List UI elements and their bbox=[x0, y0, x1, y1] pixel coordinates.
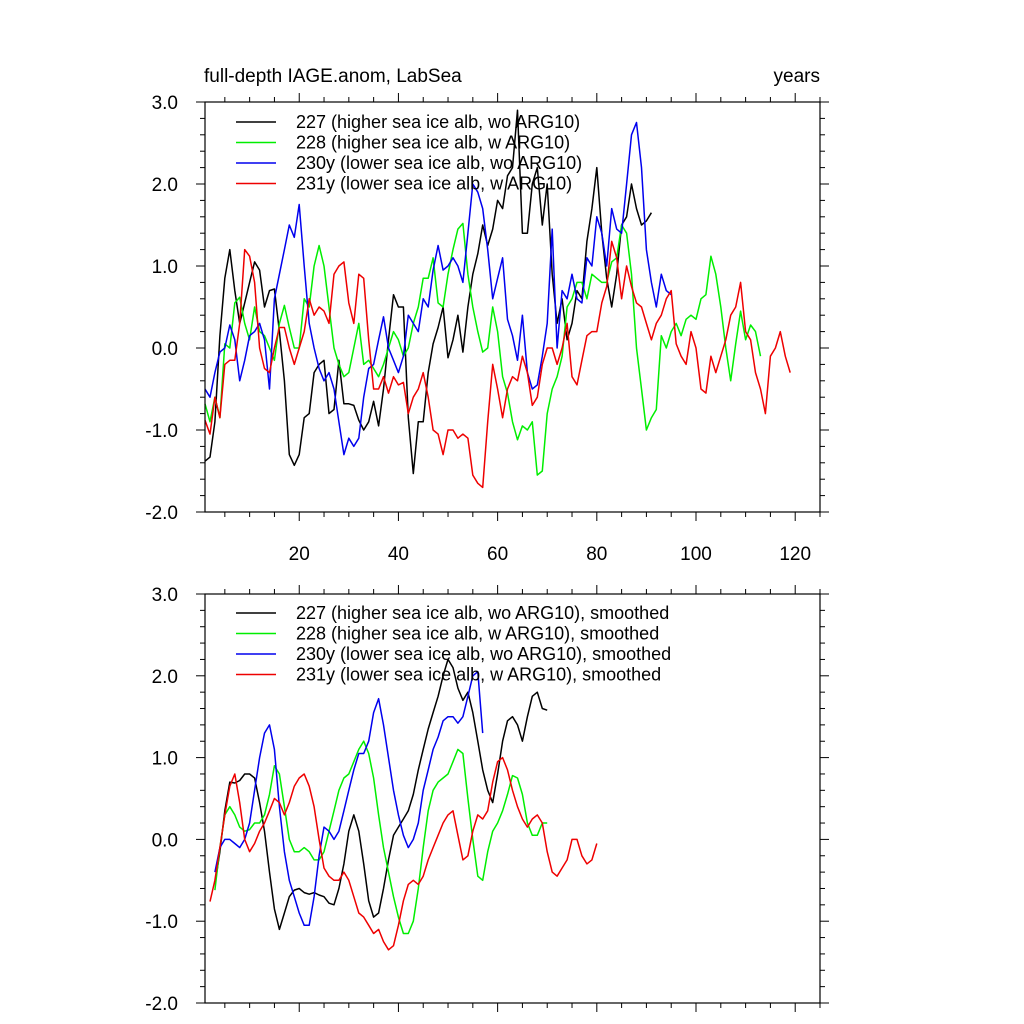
x-tick-label: 20 bbox=[289, 544, 310, 565]
chart-title-right: years bbox=[774, 66, 820, 87]
y-tick-label: 2.0 bbox=[152, 667, 178, 688]
chart-title-left: full-depth IAGE.anom, LabSea bbox=[204, 66, 462, 87]
y-tick-label: 1.0 bbox=[152, 749, 178, 770]
legend-label-2-2: 228 (higher sea ice alb, w ARG10), smoot… bbox=[296, 624, 659, 644]
x-tick-label: 80 bbox=[586, 544, 607, 565]
plot-frame-2 bbox=[204, 593, 821, 1004]
legend-label-1-2: 228 (higher sea ice alb, w ARG10) bbox=[296, 133, 570, 153]
x-tick-label: 40 bbox=[388, 544, 409, 565]
series-line-1-2 bbox=[204, 222, 762, 476]
legend-label-1-3: 230y (lower sea ice alb, wo ARG10) bbox=[296, 153, 582, 173]
plot-panel-2: -2.0 -1.0 0.0 1.0 2.0 3.0 227 (higher sea ice … bbox=[145, 585, 829, 1015]
legend-label-1-4: 231y (lower sea ice alb, w ARG10) bbox=[296, 174, 572, 194]
x-tick-label: 60 bbox=[487, 544, 508, 565]
plot-panel-1: -2.0 -1.0 0.0 1.0 2.0 3.0 20 40 60 80 100 120 227 (h… bbox=[145, 93, 829, 565]
plot-frame-1 bbox=[204, 101, 821, 513]
x-tick-label: 120 bbox=[779, 544, 811, 565]
y-tick-label: -2.0 bbox=[145, 503, 178, 524]
y-tick-label: -1.0 bbox=[145, 912, 178, 933]
y-tick-label: 1.0 bbox=[152, 257, 178, 278]
y-tick-label: -1.0 bbox=[145, 421, 178, 442]
legend-label-2-4: 231y (lower sea ice alb, w ARG10), smoot… bbox=[296, 665, 661, 685]
series-line-1-3 bbox=[204, 121, 672, 456]
series-line-2-4 bbox=[209, 756, 598, 951]
y-tick-label: 3.0 bbox=[152, 585, 178, 606]
series-line-2-3 bbox=[214, 670, 484, 927]
y-tick-label: 3.0 bbox=[152, 93, 178, 114]
legend-label-2-3: 230y (lower sea ice alb, wo ARG10), smoo… bbox=[296, 644, 671, 664]
series-line-2-1 bbox=[214, 658, 548, 931]
y-tick-label: 0.0 bbox=[152, 339, 178, 360]
y-tick-label: 2.0 bbox=[152, 175, 178, 196]
series-line-2-2 bbox=[214, 740, 548, 935]
series-line-1-4 bbox=[204, 240, 791, 489]
legend-label-2-1: 227 (higher sea ice alb, wo ARG10), smoo… bbox=[296, 603, 669, 623]
x-tick-label: 100 bbox=[680, 544, 712, 565]
series-line-1-1 bbox=[204, 109, 653, 475]
y-tick-label: 0.0 bbox=[152, 830, 178, 851]
legend-label-1-1: 227 (higher sea ice alb, wo ARG10) bbox=[296, 112, 580, 132]
y-tick-label: -2.0 bbox=[145, 994, 178, 1015]
